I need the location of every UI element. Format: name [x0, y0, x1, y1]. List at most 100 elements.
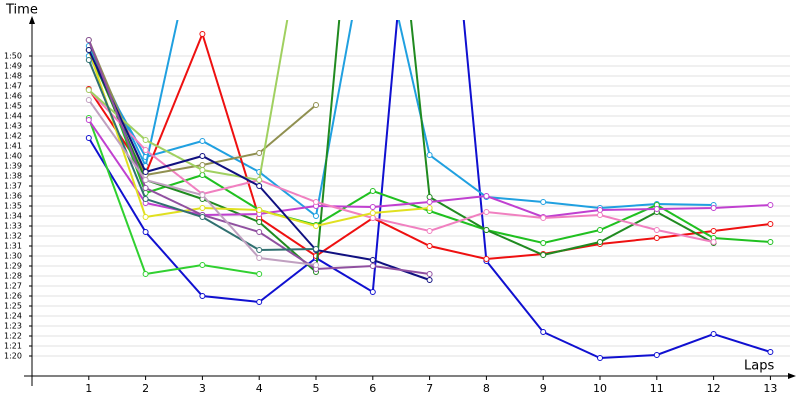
- y-tick-label: 1:32: [4, 232, 22, 241]
- point: [199, 31, 206, 37]
- point: [199, 153, 206, 159]
- point: [426, 228, 433, 234]
- y-tick-label: 1:50: [4, 52, 22, 61]
- y-tick-label: 1:42: [4, 132, 22, 141]
- point: [710, 239, 717, 245]
- series-line: [87, 20, 715, 275]
- point: [426, 152, 433, 158]
- point: [313, 262, 319, 268]
- y-tick-label: 1:36: [4, 192, 22, 201]
- y-tick-label: 1:47: [4, 82, 22, 91]
- point: [142, 137, 149, 143]
- point: [369, 215, 376, 221]
- y-tick-label: 1:31: [4, 242, 22, 251]
- point: [426, 199, 433, 205]
- point: [653, 227, 660, 233]
- point: [710, 228, 717, 234]
- point: [369, 204, 376, 210]
- point: [313, 213, 319, 219]
- point: [653, 352, 660, 358]
- point: [597, 207, 603, 213]
- point: [426, 271, 433, 277]
- series-line: [87, 117, 260, 276]
- x-tick-label: 5: [313, 382, 320, 395]
- point: [85, 135, 92, 141]
- y-tick-label: 1:46: [4, 92, 22, 101]
- grid: 1:201:211:221:231:241:251:261:271:281:29…: [4, 52, 790, 395]
- x-tick-label: 6: [369, 382, 376, 395]
- y-tick-label: 1:43: [4, 122, 22, 131]
- point: [142, 196, 149, 202]
- y-tick-label: 1:49: [4, 62, 22, 71]
- y-tick-label: 1:38: [4, 172, 22, 181]
- series-line: [87, 20, 714, 218]
- y-tick-label: 1:40: [4, 152, 22, 161]
- point: [142, 169, 149, 175]
- point: [540, 252, 547, 258]
- y-tick-label: 1:21: [4, 342, 22, 351]
- point: [142, 147, 149, 153]
- point: [597, 355, 603, 361]
- point: [369, 257, 376, 263]
- point: [256, 219, 263, 225]
- point: [369, 263, 376, 269]
- point: [540, 215, 547, 221]
- point: [199, 192, 206, 198]
- point: [597, 227, 603, 233]
- point: [653, 206, 660, 212]
- x-tick-label: 2: [142, 382, 149, 395]
- point: [426, 277, 433, 283]
- point: [256, 183, 263, 189]
- point: [483, 256, 490, 262]
- point: [142, 214, 149, 220]
- point: [256, 150, 263, 156]
- point: [199, 138, 206, 144]
- y-tick-label: 1:41: [4, 142, 22, 151]
- point: [767, 239, 774, 245]
- point: [256, 229, 263, 235]
- plot-area: [85, 20, 774, 361]
- y-tick-label: 1:48: [4, 72, 22, 81]
- y-tick-label: 1:37: [4, 182, 22, 191]
- y-tick-label: 1:35: [4, 202, 22, 211]
- point: [426, 243, 433, 249]
- point: [142, 271, 149, 277]
- x-tick-label: 1: [85, 382, 92, 395]
- point: [767, 349, 774, 355]
- point: [256, 177, 263, 183]
- y-tick-label: 1:39: [4, 162, 22, 171]
- y-tick-label: 1:28: [4, 272, 22, 281]
- point: [483, 209, 490, 215]
- y-tick-label: 1:45: [4, 102, 22, 111]
- y-tick-label: 1:26: [4, 292, 22, 301]
- point: [256, 247, 263, 253]
- point: [597, 212, 603, 218]
- x-tick-label: 11: [650, 382, 664, 395]
- y-tick-label: 1:24: [4, 312, 22, 321]
- x-axis-title: Laps: [744, 359, 774, 374]
- point: [199, 172, 206, 178]
- point: [85, 97, 92, 103]
- point: [313, 223, 319, 229]
- point: [199, 205, 206, 211]
- point: [597, 239, 603, 245]
- y-tick-label: 1:29: [4, 262, 22, 271]
- point: [540, 199, 547, 205]
- point: [85, 117, 92, 123]
- point: [142, 177, 149, 183]
- point: [256, 299, 263, 305]
- point: [710, 331, 717, 337]
- x-tick-label: 9: [540, 382, 547, 395]
- point: [540, 240, 547, 246]
- point: [256, 207, 263, 213]
- y-tick-label: 1:20: [4, 352, 22, 361]
- y-tick-label: 1:22: [4, 332, 22, 341]
- point: [369, 210, 376, 216]
- point: [313, 199, 319, 205]
- point: [710, 205, 717, 211]
- x-tick-label: 8: [483, 382, 490, 395]
- point: [199, 293, 206, 299]
- y-tick-label: 1:44: [4, 112, 22, 121]
- point: [767, 202, 774, 208]
